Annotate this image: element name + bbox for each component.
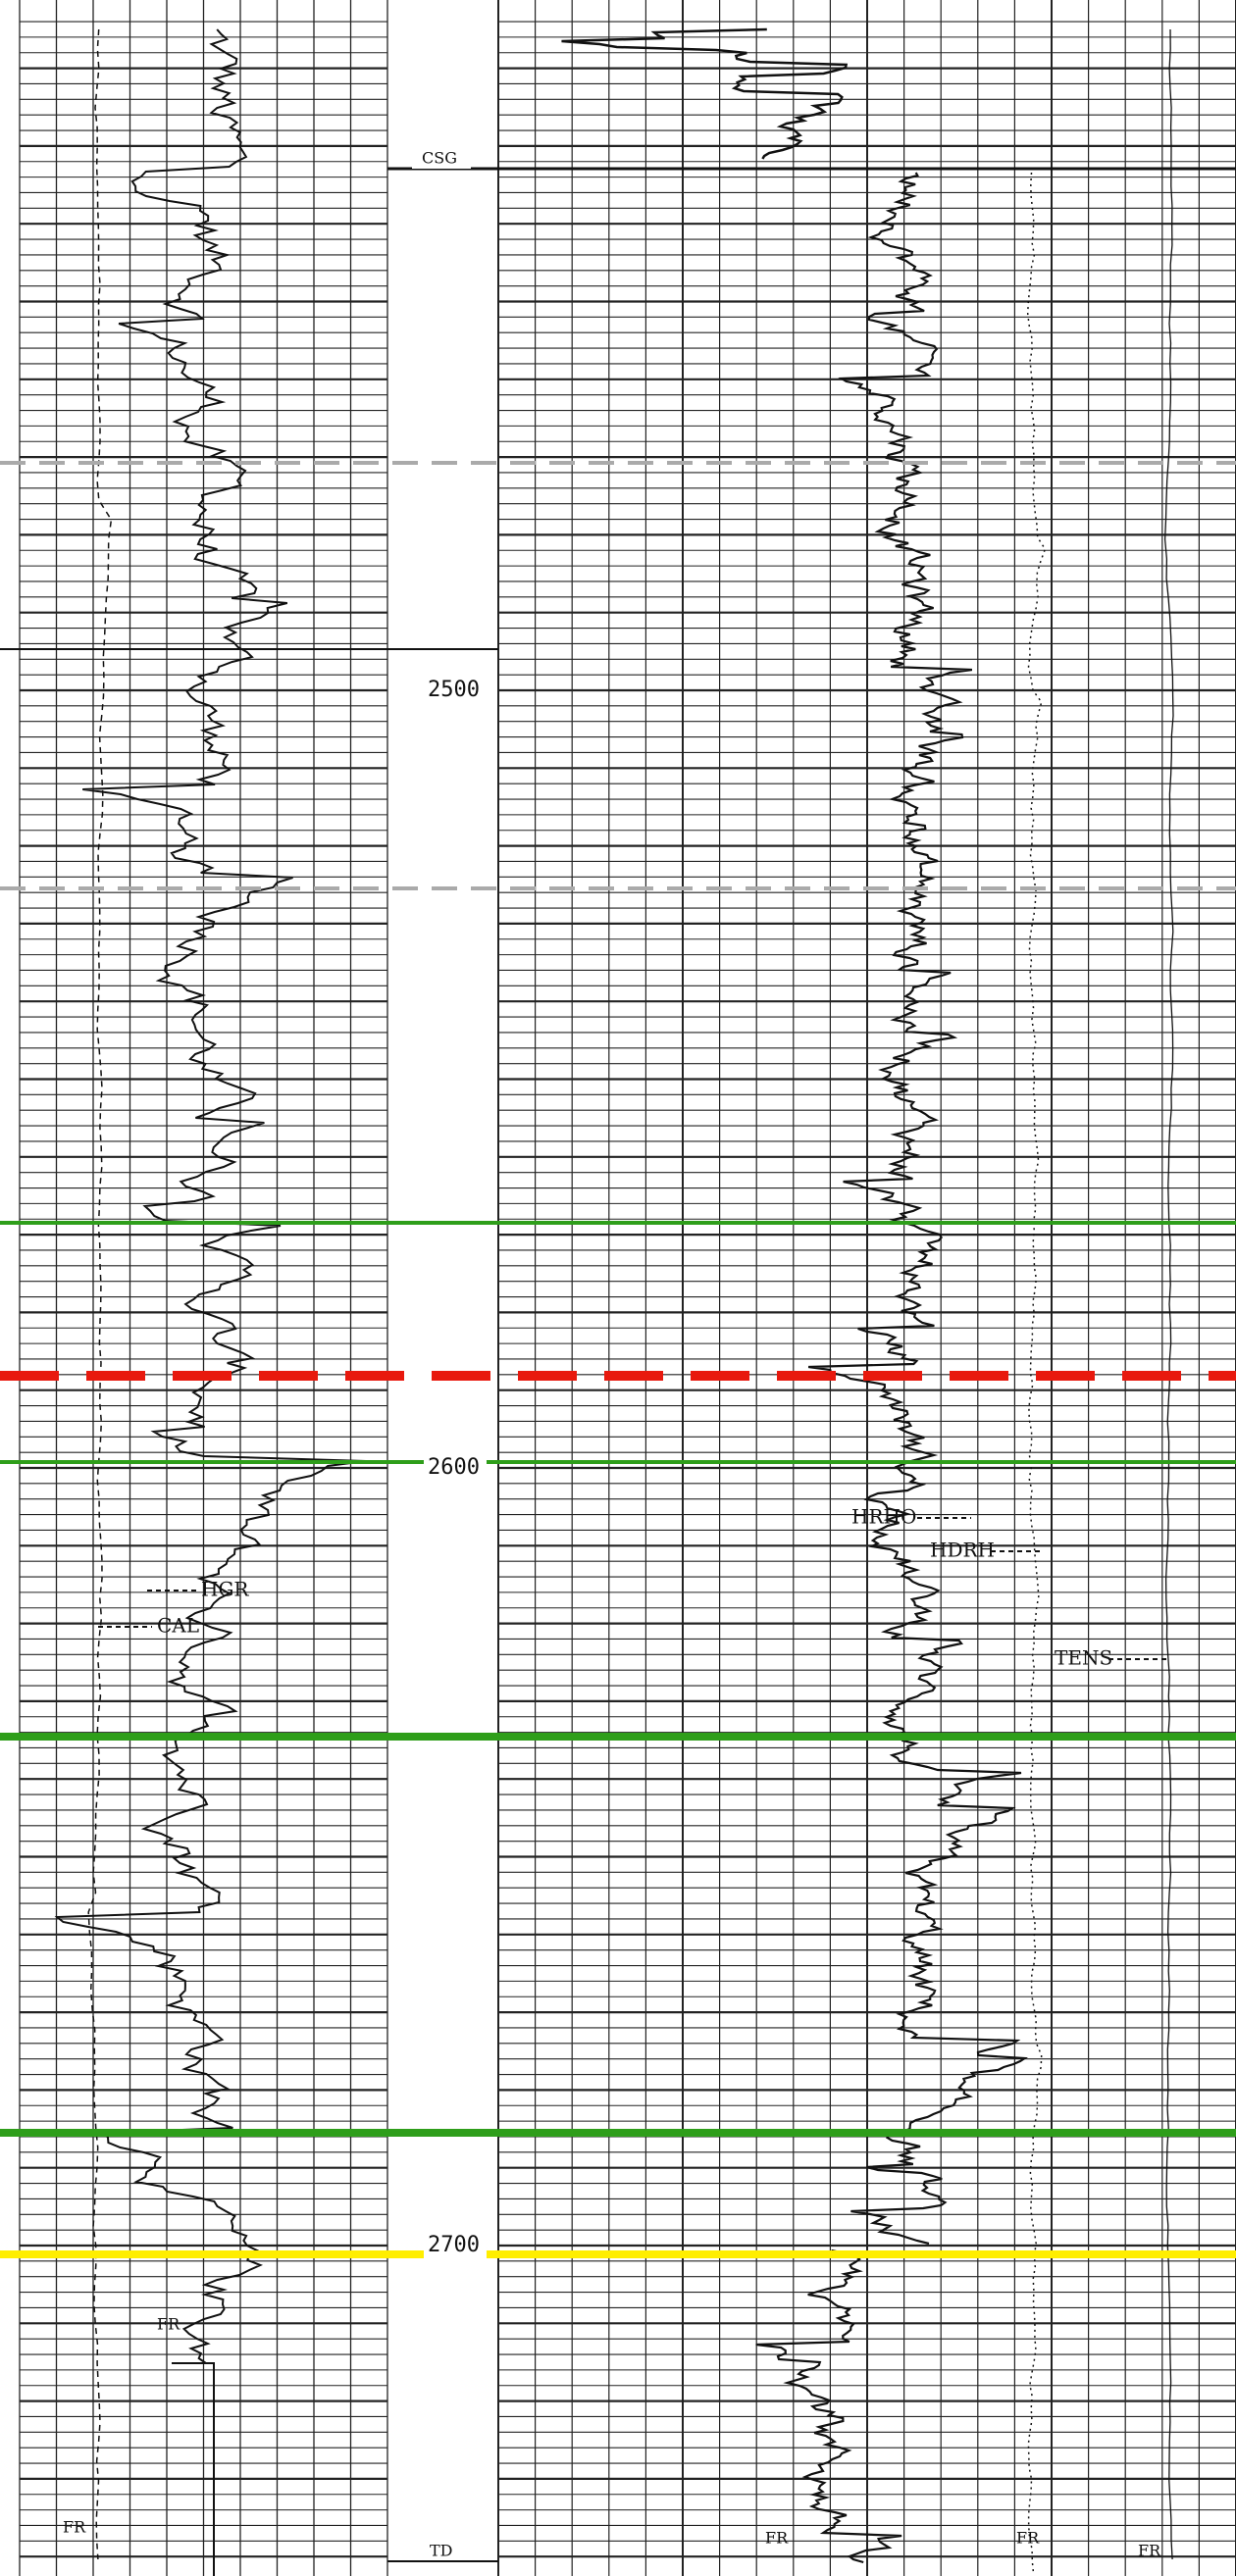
depth-label: 2700: [428, 2233, 480, 2257]
labels: CSG 2500 2600 2700 TD HGR CAL HRHO HDRH …: [63, 147, 1167, 2560]
run-mark: FR: [1016, 2529, 1040, 2548]
label-bg: [424, 1454, 487, 1482]
caliper-curve: [87, 28, 113, 2560]
tension-curve: [1163, 28, 1174, 2560]
density-bottom: [755, 2248, 902, 2564]
run-mark: FR: [63, 2518, 86, 2537]
label-bg: [412, 147, 471, 169]
casing-label: CSG: [422, 149, 457, 168]
label-bg: [424, 2232, 487, 2259]
td-label: TD: [430, 2542, 453, 2560]
curve-label: HGR: [201, 1578, 249, 1601]
depth-label: 2600: [428, 1455, 480, 1480]
gamma-tail: [172, 2362, 215, 2576]
curves: [54, 27, 1174, 2576]
run-mark: FR: [157, 2315, 180, 2334]
run-mark: FR: [765, 2529, 789, 2548]
depth-label: 2500: [428, 678, 480, 702]
run-mark: FR: [1138, 2542, 1161, 2560]
curve-label: TENS: [1055, 1646, 1112, 1670]
curve-label: CAL: [157, 1614, 199, 1638]
gamma-curve: [54, 28, 367, 2364]
correction-curve: [1026, 172, 1047, 2574]
zone-markers: [0, 461, 1236, 2258]
curve-label: HDRH: [930, 1539, 995, 1562]
density-top: [561, 27, 849, 160]
density-curve: [807, 172, 1028, 2246]
curve-label: HRHO: [851, 1505, 916, 1529]
label-bg: [424, 677, 487, 704]
